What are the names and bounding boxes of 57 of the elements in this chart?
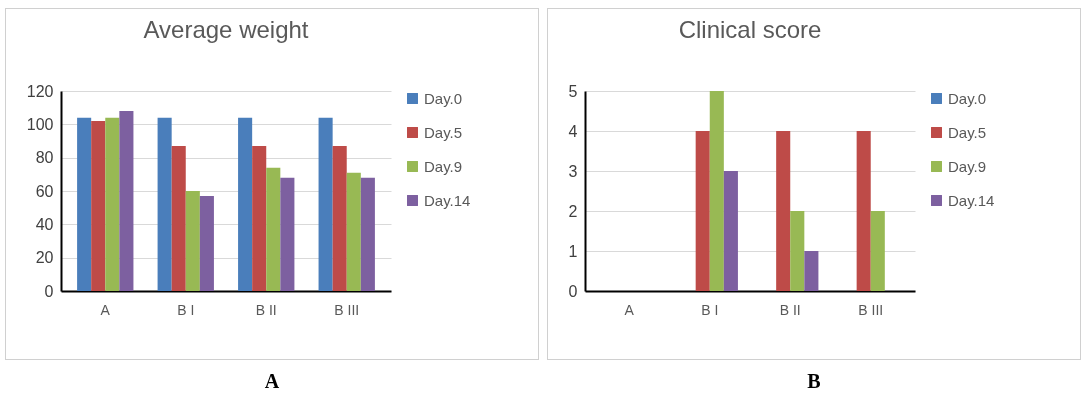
bar — [157, 117, 172, 291]
text: A — [264, 370, 280, 393]
bar — [77, 117, 92, 291]
chart-title: Clinical score — [678, 16, 822, 43]
text: B — [807, 370, 821, 393]
bar — [776, 131, 791, 291]
y-tick-label: 4 — [568, 122, 578, 140]
legend-label: Day.5 — [424, 123, 463, 141]
x-tick-label: B II — [779, 301, 801, 318]
legend-label: Day.0 — [424, 89, 463, 107]
y-tick-label: 3 — [568, 162, 578, 180]
legend-label: Day.14 — [424, 191, 471, 209]
bar — [252, 146, 267, 291]
legend-label: Day.5 — [948, 123, 987, 141]
x-tick-label: A — [624, 301, 635, 318]
bar — [105, 117, 120, 291]
y-tick-label: 1 — [568, 242, 578, 260]
bar — [804, 251, 819, 291]
y-tick-label: 2 — [568, 202, 578, 220]
bar — [360, 177, 375, 291]
bar — [870, 211, 885, 291]
x-tick-label: B III — [858, 301, 884, 318]
y-tick-label: 100 — [26, 115, 54, 133]
bar — [346, 172, 361, 291]
x-tick-label: B I — [177, 301, 195, 318]
y-tick-label: 20 — [35, 249, 54, 267]
legend-label: Day.9 — [948, 157, 987, 175]
legend-label: Day.9 — [424, 157, 463, 175]
legend-label: Day.0 — [948, 89, 987, 107]
y-tick-label: 80 — [35, 149, 54, 167]
y-tick-label: 5 — [568, 82, 578, 100]
bar — [695, 131, 710, 291]
bar — [280, 177, 295, 291]
bar — [709, 91, 724, 291]
bar — [185, 191, 200, 291]
bar — [171, 146, 186, 291]
bar — [318, 117, 333, 291]
bar — [238, 117, 253, 291]
x-tick-label: B II — [255, 301, 277, 318]
y-tick-label: 0 — [568, 282, 578, 300]
bar — [91, 121, 106, 291]
y-tick-label: 60 — [35, 182, 54, 200]
bar — [332, 146, 347, 291]
bar — [266, 167, 281, 291]
bar — [856, 131, 871, 291]
y-tick-label: 120 — [26, 82, 54, 100]
bar — [790, 211, 805, 291]
bar — [119, 111, 134, 291]
chart-title: Average weight — [143, 16, 309, 43]
x-tick-label: A — [100, 301, 111, 318]
y-tick-label: 0 — [44, 282, 54, 300]
x-tick-label: B III — [334, 301, 360, 318]
bar — [723, 171, 738, 291]
bar — [199, 196, 214, 291]
legend-label: Day.14 — [948, 191, 995, 209]
y-tick-label: 40 — [35, 215, 54, 233]
x-tick-label: B I — [701, 301, 719, 318]
